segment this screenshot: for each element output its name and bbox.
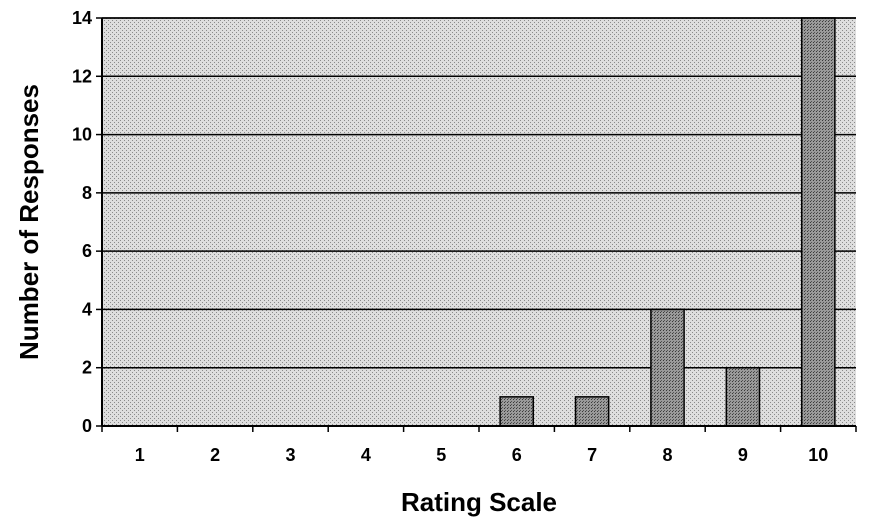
- x-tick-label: 9: [738, 445, 748, 465]
- y-tick-label: 2: [82, 358, 92, 378]
- y-tick-label: 12: [72, 66, 92, 86]
- bar-8: [650, 308, 685, 427]
- x-tick-label: 7: [587, 445, 597, 465]
- x-tick-label: 6: [512, 445, 522, 465]
- bar-6: [499, 396, 535, 427]
- y-tick-label: 14: [72, 8, 92, 28]
- y-tick-label: 4: [82, 299, 92, 319]
- x-axis-title: Rating Scale: [401, 487, 557, 517]
- plot-area: [102, 18, 856, 426]
- bar-9: [725, 366, 761, 427]
- x-tick-label: 4: [361, 445, 371, 465]
- x-tick-label: 2: [210, 445, 220, 465]
- y-tick-label: 6: [82, 241, 92, 261]
- y-tick-label: 8: [82, 183, 92, 203]
- x-tick-label: 8: [662, 445, 672, 465]
- x-tick-label: 3: [285, 445, 295, 465]
- x-tick-label: 1: [135, 445, 145, 465]
- bar-7: [574, 396, 610, 427]
- y-tick-label: 10: [72, 125, 92, 145]
- x-tick-label: 10: [808, 445, 828, 465]
- bars: [499, 17, 836, 427]
- y-tick-labels: 0 2 4 6 8 10 12 14: [72, 8, 92, 436]
- y-axis-title: Number of Responses: [14, 84, 44, 360]
- axes: [96, 17, 857, 432]
- x-tick-labels: 1 2 3 4 5 6 7 8 9 10: [135, 445, 829, 465]
- bar-10: [800, 17, 836, 427]
- y-tick-label: 0: [82, 416, 92, 436]
- x-tick-label: 5: [436, 445, 446, 465]
